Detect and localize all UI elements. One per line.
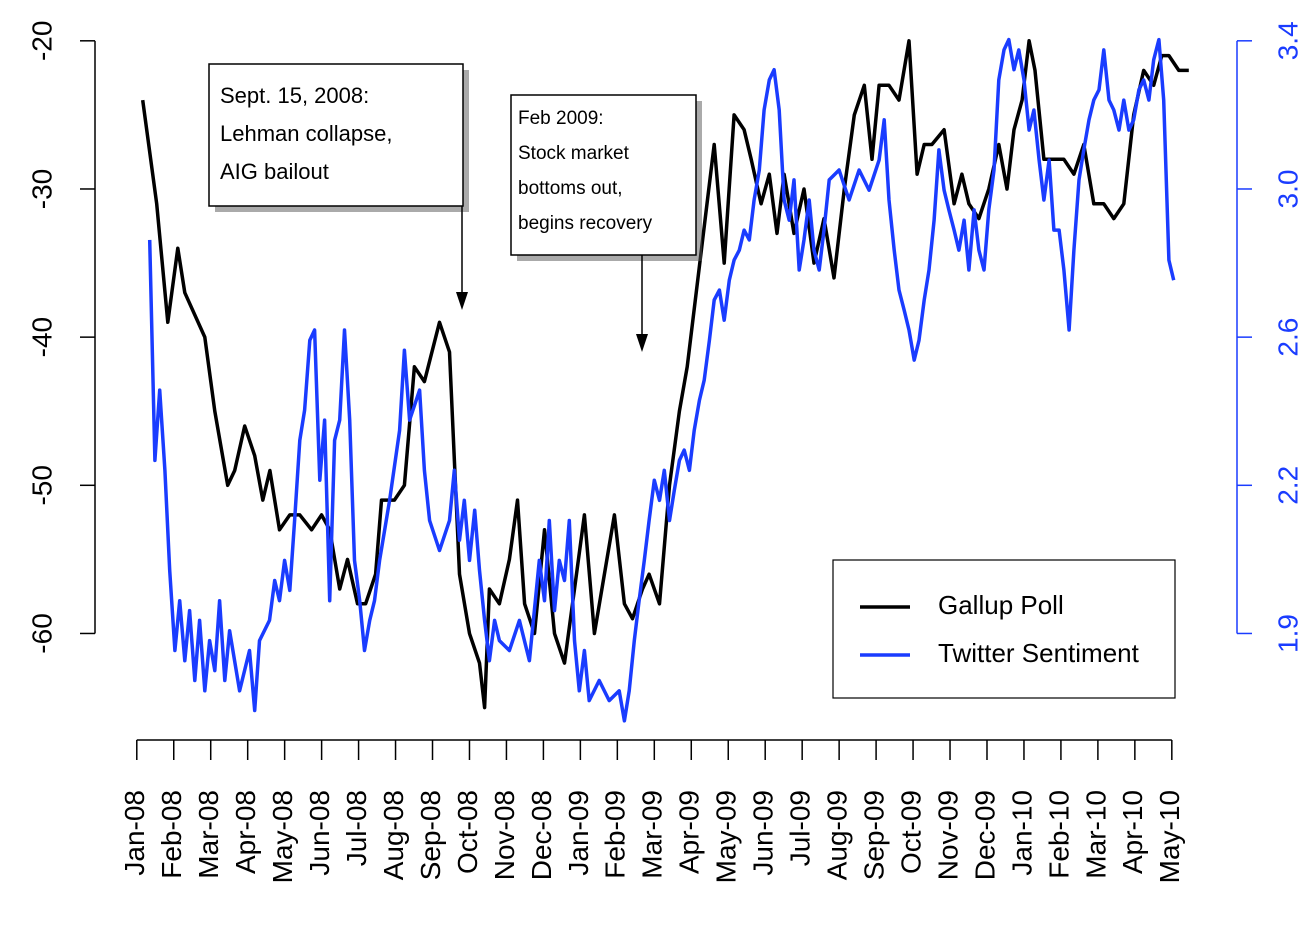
y-tick-label: -60 — [26, 613, 57, 653]
x-tick-label: Apr-09 — [674, 790, 705, 874]
x-tick-label: Feb-10 — [1043, 790, 1074, 879]
x-tick-label: Nov-08 — [489, 790, 520, 880]
x-tick-label: Sep-09 — [858, 790, 889, 880]
x-tick-label: Mar-10 — [1080, 790, 1111, 879]
arrow-head — [456, 292, 468, 310]
y2-tick-label: 3.4 — [1272, 21, 1303, 60]
x-tick-label: Dec-08 — [526, 790, 557, 880]
annotation-text: Stock market — [518, 143, 630, 164]
annotation-text: begins recovery — [518, 213, 653, 234]
y-tick-label: -30 — [26, 169, 57, 209]
legend-box — [832, 559, 1176, 699]
annotations: Sept. 15, 2008: Lehman collapse, AIG bailo… — [208, 63, 702, 352]
x-tick-label: Jan-10 — [1006, 790, 1037, 876]
arrow-head — [636, 334, 648, 352]
x-tick-label: May-08 — [267, 790, 298, 883]
x-tick-label: Oct-09 — [895, 790, 926, 874]
x-tick-label: Jul-09 — [785, 790, 816, 866]
series-line — [147, 37, 1176, 723]
x-tick-label: Jun-08 — [304, 790, 335, 876]
y2-tick-label: 3.0 — [1272, 170, 1303, 209]
x-tick-label: Jun-09 — [748, 790, 779, 876]
x-tick-label: Feb-08 — [156, 790, 187, 879]
legend-label: Twitter Sentiment — [938, 638, 1140, 668]
annotation-text: Feb 2009: — [518, 108, 604, 129]
x-tick-label: Apr-08 — [230, 790, 261, 874]
x-tick-label: Aug-09 — [822, 790, 853, 880]
plot-lines — [140, 37, 1189, 723]
x-tick-label: Jan-09 — [563, 790, 594, 876]
x-tick-label: Oct-08 — [452, 790, 483, 874]
x-tick-label: Aug-08 — [378, 790, 409, 880]
x-tick-label: Jan-08 — [119, 790, 150, 876]
y-tick-label: -50 — [26, 465, 57, 505]
x-tick-label: Dec-09 — [969, 790, 1000, 880]
x-tick-label: Mar-09 — [637, 790, 668, 879]
y2-tick-label: 2.6 — [1272, 318, 1303, 357]
annotation-box — [208, 63, 464, 207]
annotation-text: Lehman collapse, — [220, 121, 392, 146]
legend: Gallup Poll Twitter Sentiment — [832, 559, 1176, 699]
x-tick-label: May-09 — [711, 790, 742, 883]
x-tick-label: Mar-08 — [193, 790, 224, 879]
annotation-text: AIG bailout — [220, 159, 329, 184]
x-tick-label: Jul-08 — [341, 790, 372, 866]
y2-tick-label: 1.9 — [1272, 614, 1303, 653]
annotation-text: Sept. 15, 2008: — [220, 83, 369, 108]
x-tick-label: Nov-09 — [932, 790, 963, 880]
x-tick-label: May-10 — [1154, 790, 1185, 883]
y-tick-label: -40 — [26, 317, 57, 357]
y2-tick-label: 2.2 — [1272, 466, 1303, 505]
x-tick-label: Feb-09 — [600, 790, 631, 879]
x-tick-label: Apr-10 — [1117, 790, 1148, 874]
annotation-box — [510, 94, 697, 256]
legend-label: Gallup Poll — [938, 590, 1064, 620]
annotation-text: bottoms out, — [518, 178, 623, 199]
x-tick-label: Sep-08 — [415, 790, 446, 880]
y-tick-label: -20 — [26, 21, 57, 61]
